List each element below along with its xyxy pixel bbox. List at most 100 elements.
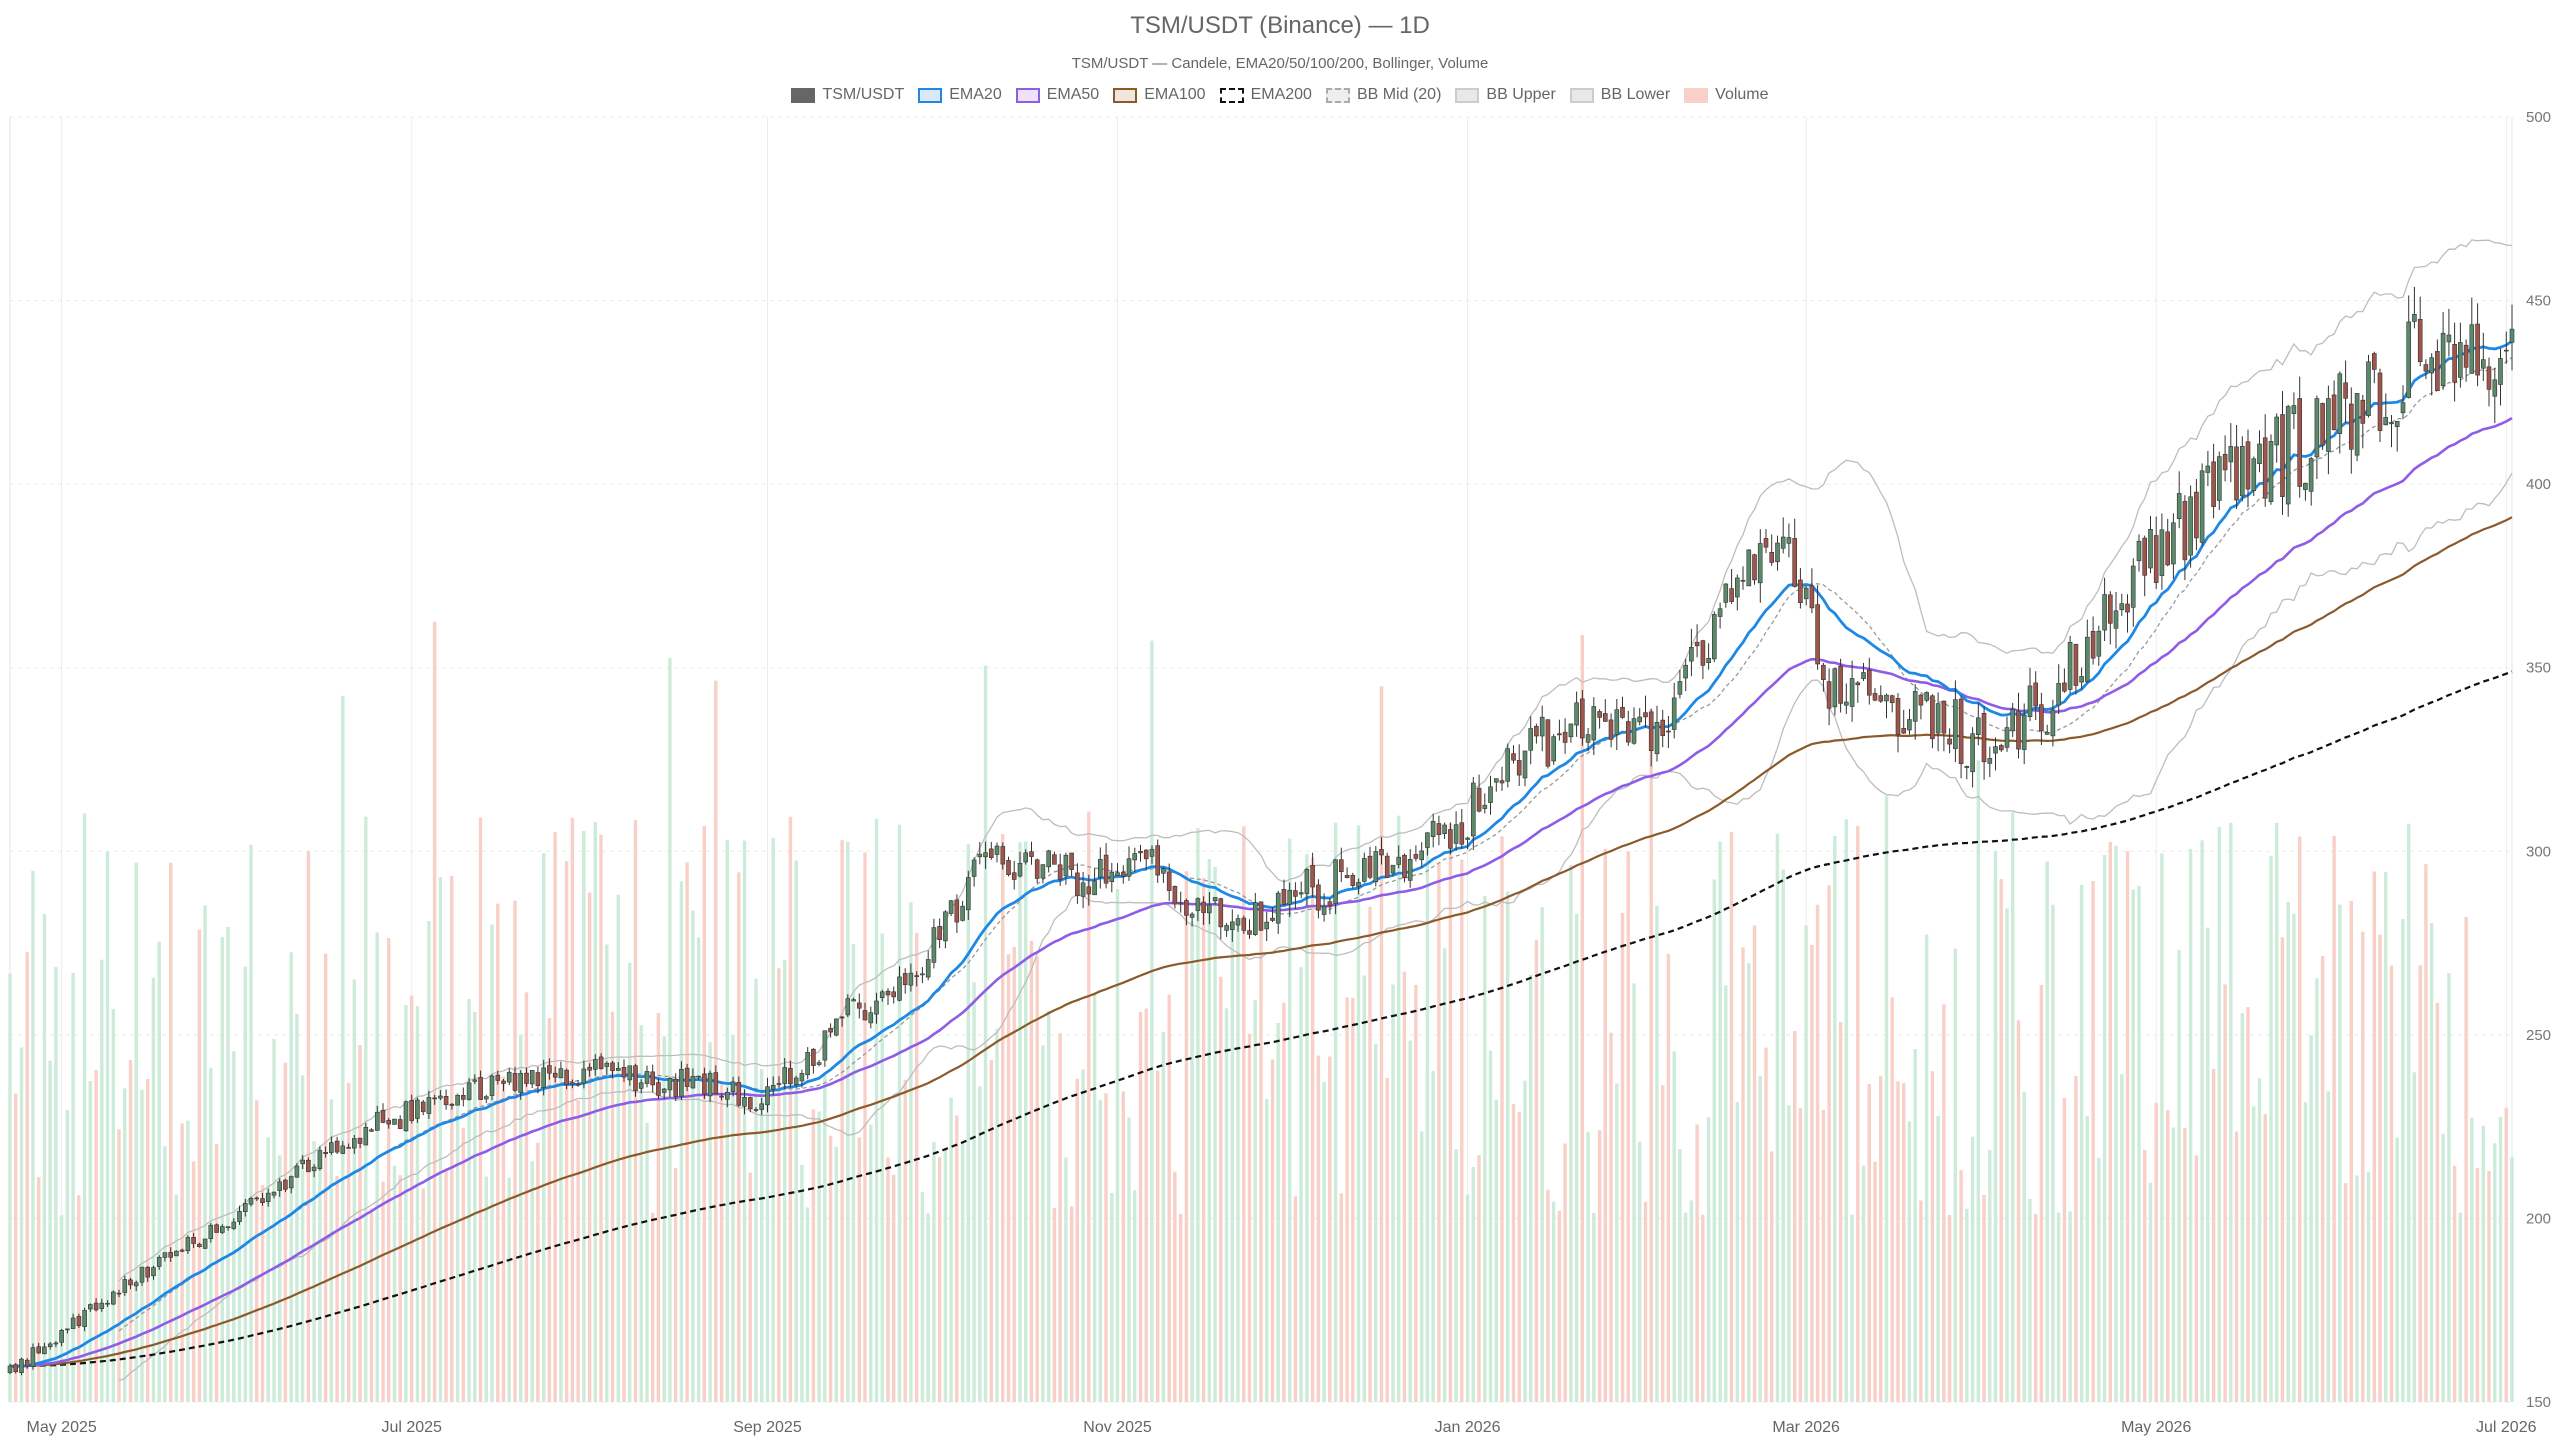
candle-body xyxy=(2331,394,2337,431)
candle-body xyxy=(2257,443,2262,465)
volume-bar xyxy=(1333,822,1338,1402)
candle-body xyxy=(231,1221,237,1229)
volume-bar xyxy=(1615,1083,1619,1402)
volume-bar xyxy=(180,1123,184,1402)
legend-item-tsm-usdt[interactable]: TSM/USDT xyxy=(791,85,904,105)
volume-bar xyxy=(788,816,793,1402)
candle-body xyxy=(168,1252,173,1258)
candle-body xyxy=(765,1086,770,1106)
volume-bar xyxy=(1236,918,1240,1402)
legend-item-ema20[interactable]: EMA20 xyxy=(918,85,1002,105)
legend-item-bb-mid-20[interactable]: BB Mid (20) xyxy=(1325,85,1442,105)
candle-body xyxy=(2199,470,2205,543)
candle-body xyxy=(334,1140,340,1153)
volume-bar xyxy=(1029,940,1034,1402)
candle-body xyxy=(369,1129,374,1132)
candle-body xyxy=(2153,535,2159,583)
candle-body xyxy=(128,1279,133,1286)
volume-bar xyxy=(1064,1157,1068,1402)
candle-body xyxy=(1608,719,1614,740)
candle-body xyxy=(2033,682,2038,707)
legend-item-ema100[interactable]: EMA100 xyxy=(1113,85,1206,105)
candle-body xyxy=(690,1076,696,1089)
candle-body xyxy=(581,1068,587,1084)
volume-bar xyxy=(1603,848,1607,1402)
candle-body xyxy=(1459,822,1465,845)
legend-item-ema200[interactable]: EMA200 xyxy=(1219,85,1312,105)
volume-bar xyxy=(851,944,856,1402)
legend-item-bb-lower[interactable]: BB Lower xyxy=(1569,85,1670,105)
candle-body xyxy=(2050,709,2056,737)
volume-bar xyxy=(375,932,379,1402)
volume-bar xyxy=(404,1005,408,1402)
candle-body xyxy=(977,853,983,858)
legend-item-volume[interactable]: Volume xyxy=(1684,85,1769,105)
candle-body xyxy=(116,1292,122,1295)
volume-bar xyxy=(2246,1007,2250,1402)
candle-body xyxy=(1752,554,1757,581)
candle-body xyxy=(1356,882,1361,887)
volume-bar xyxy=(2200,840,2204,1402)
volume-bar xyxy=(2395,1137,2399,1402)
volume-bar xyxy=(2315,978,2319,1402)
volume-bar xyxy=(1724,985,1728,1402)
candle-body xyxy=(1717,608,1723,617)
volume-bar xyxy=(461,1127,465,1402)
bb-upper-line xyxy=(118,239,2513,1282)
candle-body xyxy=(575,1083,581,1086)
volume-bar xyxy=(484,1176,488,1402)
candle-body xyxy=(937,925,942,940)
volume-bar xyxy=(920,1192,925,1402)
volume-bar xyxy=(777,968,781,1402)
volume-bar xyxy=(1666,953,1671,1402)
volume-bar xyxy=(2102,854,2107,1402)
candle-body xyxy=(1631,718,1637,744)
legend-label: BB Mid (20) xyxy=(1356,86,1442,103)
volume-bar xyxy=(1477,1155,1481,1402)
volume-bar xyxy=(576,1100,580,1402)
candle-body xyxy=(1235,918,1241,926)
volume-bar xyxy=(1993,851,1998,1402)
candle-body xyxy=(2245,441,2251,490)
candle-body xyxy=(644,1071,650,1084)
candle-body xyxy=(2475,323,2480,376)
volume-bar xyxy=(1219,976,1223,1402)
volume-bar xyxy=(1764,1047,1768,1402)
volume-bar xyxy=(1081,1069,1085,1402)
candle-body xyxy=(1098,859,1103,878)
candle-body xyxy=(2469,324,2475,374)
volume-bar xyxy=(679,881,684,1402)
candle-body xyxy=(707,1072,713,1097)
volume-bar xyxy=(2223,984,2227,1402)
legend-item-bb-upper[interactable]: BB Upper xyxy=(1455,85,1556,105)
volume-bar xyxy=(1448,823,1453,1402)
volume-bar xyxy=(1230,924,1234,1402)
candle-body xyxy=(88,1304,93,1310)
candle-body xyxy=(656,1082,661,1096)
volume-bar xyxy=(2487,1171,2491,1402)
candle-body xyxy=(495,1074,501,1081)
candle-body xyxy=(2165,531,2170,566)
volume-bar xyxy=(765,1086,770,1402)
volume-bar xyxy=(1012,946,1016,1402)
legend-item-ema50[interactable]: EMA50 xyxy=(1015,85,1099,105)
candle-body xyxy=(1551,736,1556,762)
volume-bar xyxy=(1069,1206,1074,1402)
candle-body xyxy=(518,1073,524,1093)
candle-body xyxy=(2452,343,2457,383)
volume-bar xyxy=(2286,902,2290,1402)
volume-bar xyxy=(1052,1207,1057,1402)
volume-bar xyxy=(1781,869,1785,1402)
candle-body xyxy=(1425,832,1430,848)
y-tick-label: 150 xyxy=(2526,1394,2551,1411)
volume-bar xyxy=(1701,1214,1705,1402)
volume-bar xyxy=(834,1146,838,1402)
candle-body xyxy=(386,1120,392,1125)
volume-bar xyxy=(2447,973,2451,1402)
volume-bar xyxy=(1310,857,1315,1402)
candle-body xyxy=(1574,702,1579,726)
candle-body xyxy=(1465,837,1470,840)
candle-body xyxy=(2125,603,2130,613)
candle-body xyxy=(833,1018,839,1036)
